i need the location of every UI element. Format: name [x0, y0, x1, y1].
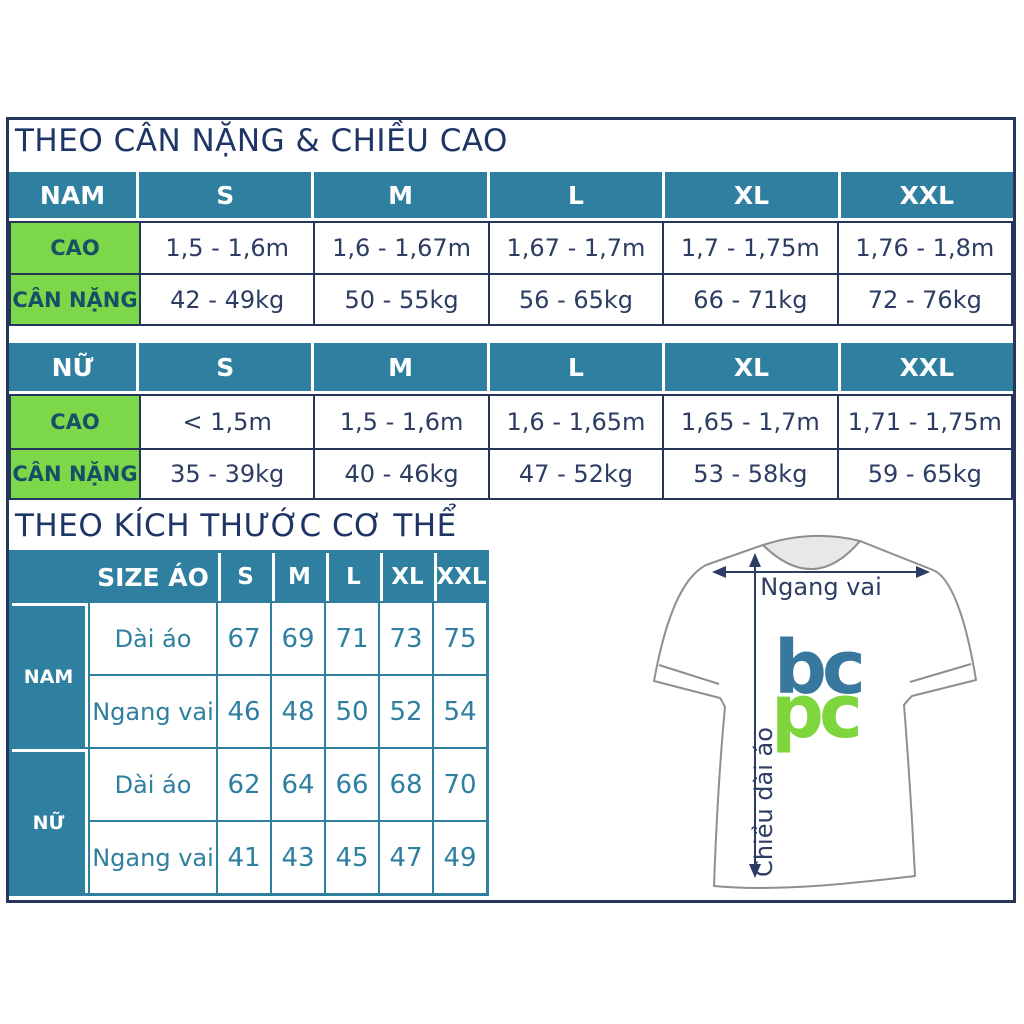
corner-cell — [12, 553, 88, 601]
value-cell: 1,5 - 1,6m — [138, 221, 316, 275]
value-cell: 75 — [434, 603, 486, 674]
value-cell: 42 - 49kg — [138, 273, 316, 326]
value-cell: 49 — [434, 822, 486, 893]
value-cell: 59 - 65kg — [836, 448, 1014, 500]
header-cell: XXL — [840, 172, 1014, 218]
value-cell: < 1,5m — [138, 394, 316, 450]
length-label: Chiều dài áo — [750, 727, 778, 877]
group-cell-men: NAM — [12, 603, 88, 747]
row-label-cell: CÂN NẶNG — [9, 273, 141, 326]
value-cell: 52 — [380, 676, 432, 747]
value-cell: 72 - 76kg — [836, 273, 1014, 326]
value-cell: 35 - 39kg — [138, 448, 316, 500]
section-title-body-size: THEO KÍCH THƯỚC CƠ THỂ — [15, 508, 457, 544]
right-cuff-line — [909, 663, 972, 683]
logo-pc: pc — [771, 669, 858, 755]
value-cell: 67 — [218, 603, 270, 674]
tshirt-outline — [653, 540, 977, 889]
value-cell: 47 - 52kg — [487, 448, 665, 500]
header-cell: XL — [665, 343, 841, 391]
collar — [761, 534, 862, 570]
value-cell: 43 — [272, 822, 324, 893]
header-cell: S — [218, 553, 270, 601]
value-cell: 64 — [272, 749, 324, 820]
value-cell: 50 - 55kg — [313, 273, 490, 326]
row-label-cell: Ngang vai — [90, 676, 216, 747]
table-row: CAO < 1,5m 1,5 - 1,6m 1,6 - 1,65m 1,65 -… — [9, 394, 1014, 450]
row-label-cell: CAO — [9, 394, 141, 450]
value-cell: 40 - 46kg — [313, 448, 490, 500]
logo-bc: bc — [774, 625, 861, 711]
value-cell: 68 — [380, 749, 432, 820]
table-row: CÂN NẶNG 42 - 49kg 50 - 55kg 56 - 65kg 6… — [9, 273, 1014, 326]
body-size-table: SIZE ÁO S M L XL XXL NAM Dài áo 67 69 71… — [9, 550, 489, 896]
chart-main-box: THEO CÂN NẶNG & CHIỀU CAO NAM S M L XL X… — [6, 117, 1016, 903]
shoulder-arrow — [712, 566, 930, 578]
value-cell: 47 — [380, 822, 432, 893]
row-label-cell: CAO — [9, 221, 141, 275]
value-cell: 62 — [218, 749, 270, 820]
header-cell: NỮ — [9, 343, 139, 391]
row-label-cell: Ngang vai — [90, 822, 216, 893]
value-cell: 41 — [218, 822, 270, 893]
value-cell: 66 — [326, 749, 378, 820]
value-cell: 50 — [326, 676, 378, 747]
value-cell: 71 — [326, 603, 378, 674]
group-cell-women: NỮ — [12, 749, 88, 893]
shoulder-label: Ngang vai — [760, 573, 882, 601]
size-table-women: NỮ S M L XL XXL CAO < 1,5m 1,5 - 1,6m 1,… — [9, 343, 1014, 500]
size-table-men-header: NAM S M L XL XXL — [9, 172, 1014, 218]
value-cell: 1,71 - 1,75m — [836, 394, 1014, 450]
header-cell: M — [272, 553, 324, 601]
value-cell: 69 — [272, 603, 324, 674]
size-table-men: NAM S M L XL XXL CAO 1,5 - 1,6m 1,6 - 1,… — [9, 172, 1014, 326]
table-row: CAO 1,5 - 1,6m 1,6 - 1,67m 1,67 - 1,7m 1… — [9, 221, 1014, 275]
value-cell: 70 — [434, 749, 486, 820]
header-cell: SIZE ÁO — [90, 553, 216, 601]
value-cell: 56 - 65kg — [487, 273, 665, 326]
value-cell: 1,7 - 1,75m — [662, 221, 839, 275]
tshirt-diagram: bc pc Ngang vai Chiều dài áo — [653, 534, 977, 889]
header-cell: XXL — [434, 553, 487, 601]
table-row: CÂN NẶNG 35 - 39kg 40 - 46kg 47 - 52kg 5… — [9, 448, 1014, 500]
header-cell: XL — [380, 553, 432, 601]
header-cell: M — [314, 343, 490, 391]
section-title-weight-height: THEO CÂN NẶNG & CHIỀU CAO — [15, 123, 508, 159]
value-cell: 66 - 71kg — [662, 273, 839, 326]
row-label-cell: Dài áo — [90, 603, 216, 674]
header-cell: XL — [665, 172, 841, 218]
header-cell: NAM — [9, 172, 139, 218]
header-cell: L — [326, 553, 378, 601]
left-cuff-line — [658, 664, 720, 685]
value-cell: 1,76 - 1,8m — [836, 221, 1014, 275]
value-cell: 1,67 - 1,7m — [487, 221, 665, 275]
size-table-women-header: NỮ S M L XL XXL — [9, 343, 1014, 391]
length-arrow — [749, 553, 761, 878]
value-cell: 53 - 58kg — [662, 448, 839, 500]
header-cell: XXL — [840, 343, 1014, 391]
row-label-cell: CÂN NẶNG — [9, 448, 141, 500]
header-cell: S — [139, 343, 315, 391]
value-cell: 1,5 - 1,6m — [313, 394, 490, 450]
row-label-cell: Dài áo — [90, 749, 216, 820]
header-cell: L — [489, 172, 666, 218]
value-cell: 73 — [380, 603, 432, 674]
value-cell: 48 — [272, 676, 324, 747]
header-cell: S — [139, 172, 315, 218]
value-cell: 1,6 - 1,65m — [487, 394, 665, 450]
value-cell: 54 — [434, 676, 486, 747]
header-cell: M — [314, 172, 490, 218]
value-cell: 45 — [326, 822, 378, 893]
value-cell: 46 — [218, 676, 270, 747]
header-cell: L — [489, 343, 666, 391]
value-cell: 1,6 - 1,67m — [313, 221, 490, 275]
value-cell: 1,65 - 1,7m — [662, 394, 839, 450]
